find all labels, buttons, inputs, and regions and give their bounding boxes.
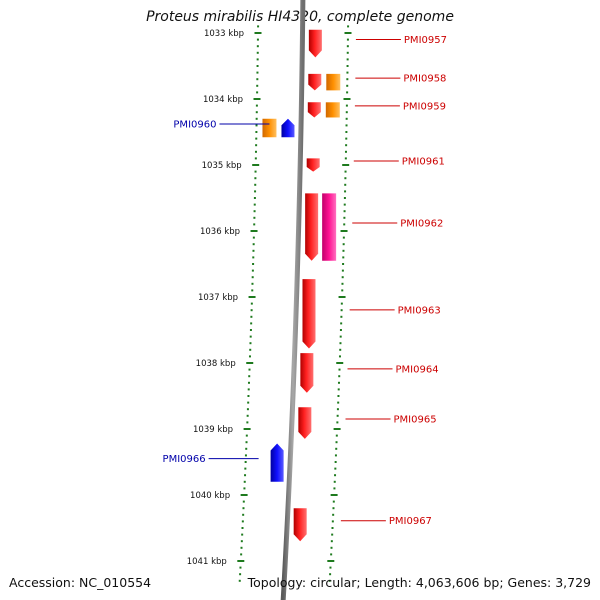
gene-pmi0966 [270,443,284,482]
pink-feature [322,193,337,261]
accession-text: Accession: NC_010554 [9,575,152,590]
gene-pmi0962 [305,193,319,261]
scale-label: 1038 kbp [196,359,236,369]
genome-backbone [280,0,306,600]
gene-label-pmi0957: PMI0957 [404,35,447,46]
gene-label-pmi0960: PMI0960 [173,120,216,131]
gene-pmi0967 [293,508,307,542]
gene-label-pmi0965: PMI0965 [394,415,437,426]
gene-label-pmi0962: PMI0962 [400,219,443,230]
scale-label: 1035 kbp [202,161,242,171]
scale-label: 1036 kbp [200,227,240,237]
scale-label: 1033 kbp [204,29,244,39]
gene-pmi0957 [308,29,322,58]
gene-label-pmi0966: PMI0966 [163,454,206,465]
scale-label: 1037 kbp [198,293,238,303]
orange-feature [326,73,341,91]
map-title: Proteus mirabilis HI4320, complete genom… [146,9,454,25]
gene-label-pmi0963: PMI0963 [398,305,441,316]
gene-pmi0965 [298,407,312,439]
scale-label: 1039 kbp [193,425,233,435]
scale-label: 1040 kbp [190,491,230,501]
gene-label-pmi0961: PMI0961 [402,157,445,168]
gene-pmi0963 [302,279,316,349]
gene-label-pmi0967: PMI0967 [389,516,432,527]
genome-summary: Topology: circular; Length: 4,063,606 bp… [247,575,591,590]
gene-pmi0960 [281,118,295,138]
gene-label-pmi0958: PMI0958 [403,74,446,85]
scale-label: 1034 kbp [203,95,243,105]
scale-label: 1041 kbp [187,557,227,567]
orange-feature [262,118,277,138]
gene-pmi0961 [306,158,320,172]
gene-pmi0964 [300,353,314,393]
gene-pmi0959 [307,102,321,118]
gene-label-pmi0959: PMI0959 [403,101,446,112]
gene-label-pmi0964: PMI0964 [396,364,439,375]
orange-feature [325,102,340,118]
gene-pmi0958 [308,73,322,91]
